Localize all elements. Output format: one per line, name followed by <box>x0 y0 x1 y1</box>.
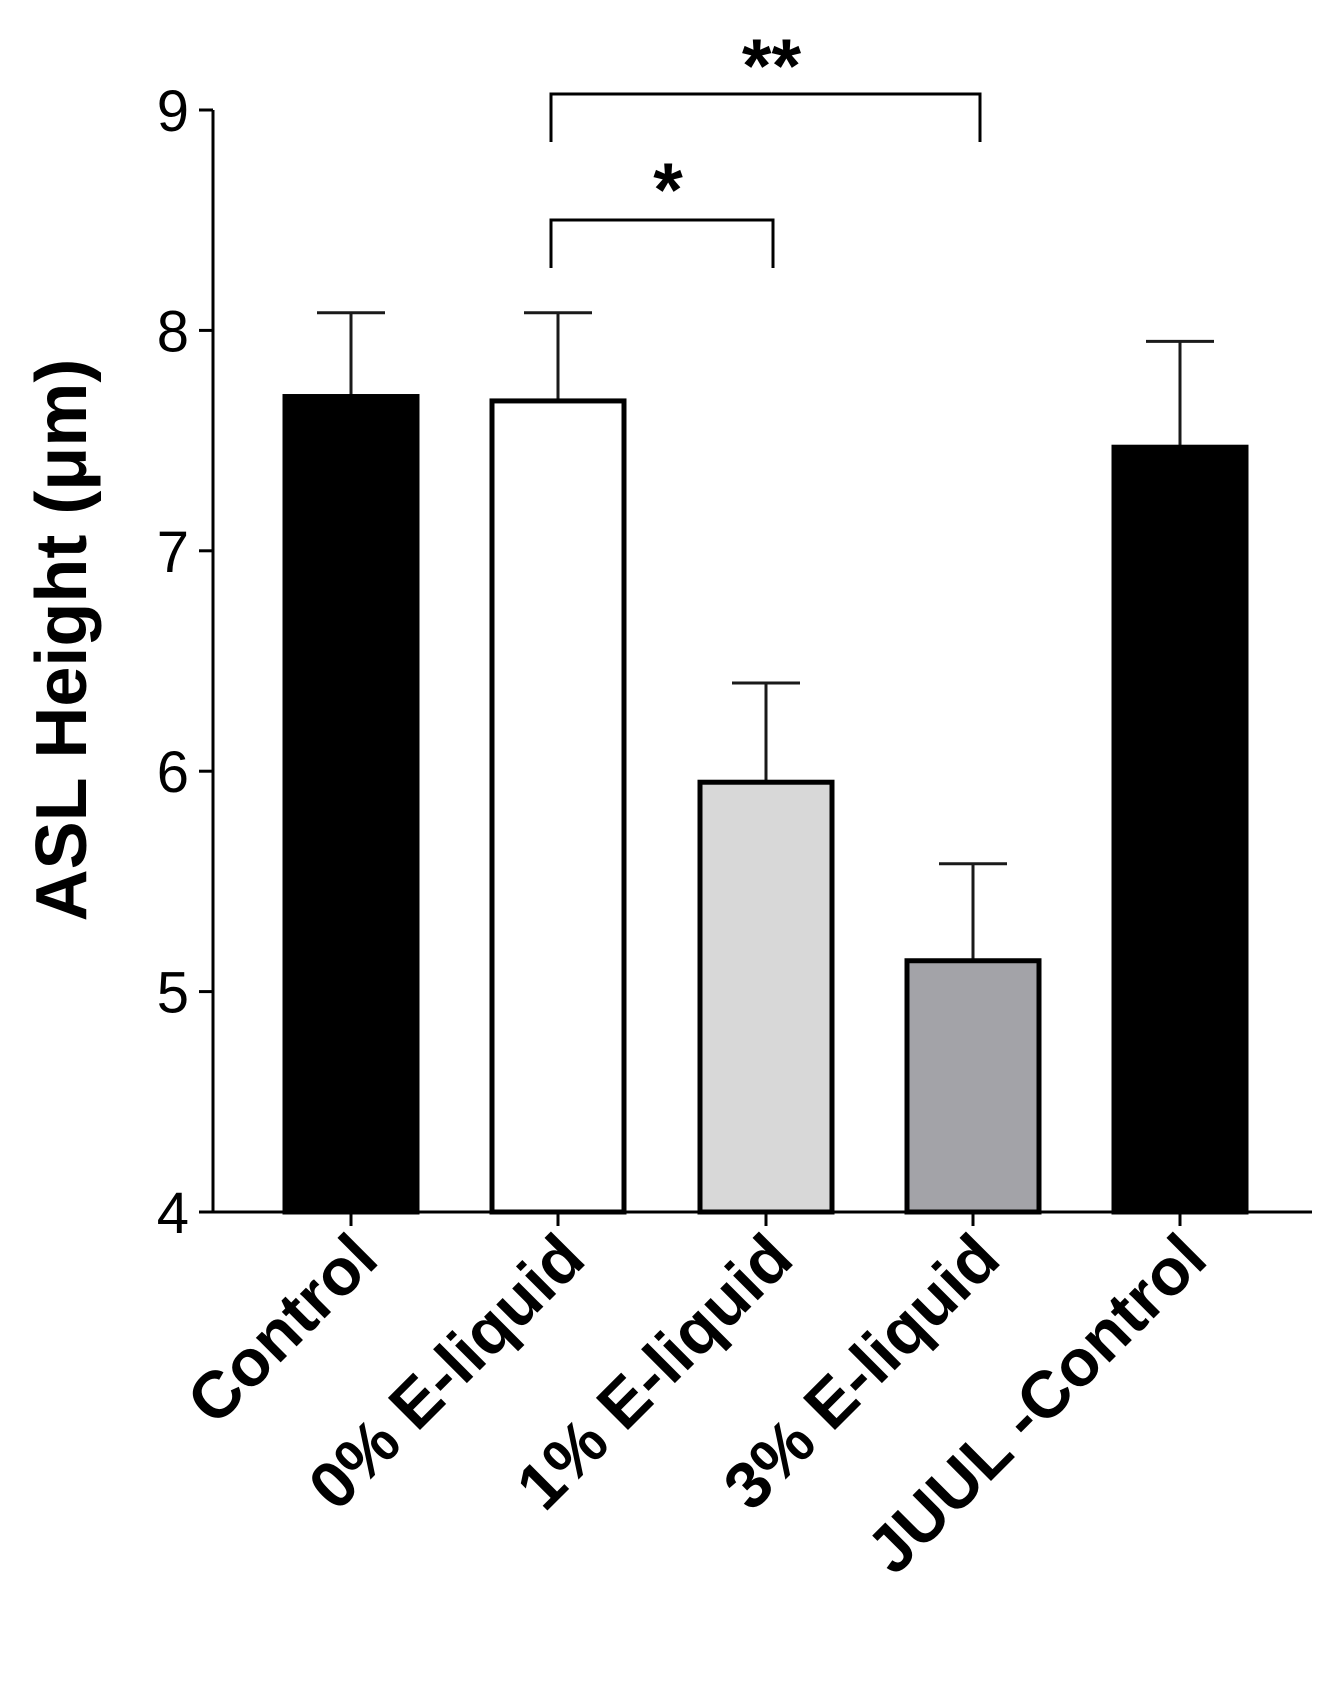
y-axis-title: ASL Height (μm) <box>22 359 102 922</box>
error-bar <box>939 862 1007 961</box>
y-tick-label: 6 <box>157 740 189 805</box>
y-ticks: 4 5 6 7 8 9 <box>157 79 213 1246</box>
y-tick-label: 8 <box>157 299 189 364</box>
y-tick-label: 4 <box>157 1181 189 1246</box>
error-bar <box>524 311 592 401</box>
significance-bracket: * <box>549 148 775 268</box>
y-tick-label: 5 <box>157 961 189 1026</box>
bar <box>904 958 1042 1215</box>
y-tick-label: 9 <box>157 79 189 144</box>
error-bars <box>317 311 1214 961</box>
y-tick-label: 7 <box>157 520 189 585</box>
error-bar <box>317 311 385 397</box>
error-bar <box>1146 339 1214 448</box>
significance-bracket: ** <box>549 24 982 142</box>
error-bar <box>732 681 800 783</box>
bar <box>282 394 420 1215</box>
significance-label: ** <box>742 24 802 109</box>
bar <box>1111 444 1249 1215</box>
bars <box>282 394 1249 1215</box>
bar <box>489 398 627 1215</box>
significance-brackets: *** <box>549 24 982 268</box>
significance-label: * <box>653 148 683 233</box>
bar <box>697 779 835 1215</box>
x-category-label: Control <box>173 1220 391 1438</box>
